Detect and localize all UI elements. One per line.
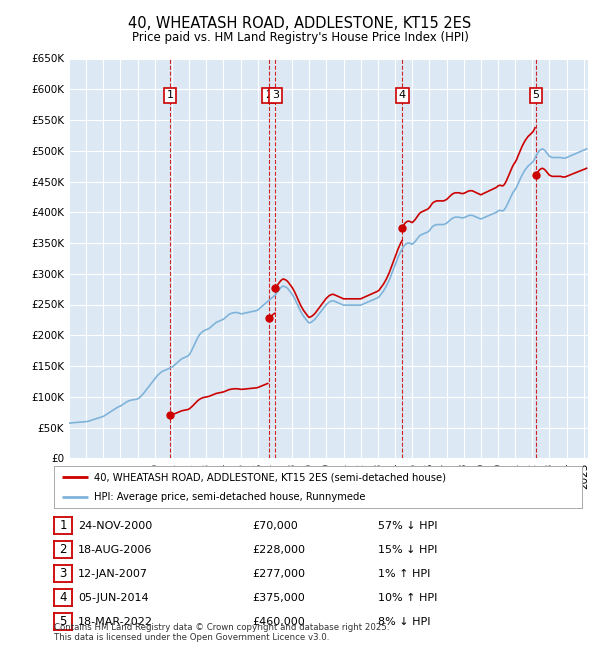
Text: 1: 1: [167, 90, 173, 100]
Text: 3: 3: [272, 90, 279, 100]
Text: 18-AUG-2006: 18-AUG-2006: [78, 545, 152, 554]
Text: 8% ↓ HPI: 8% ↓ HPI: [378, 617, 431, 627]
Text: £277,000: £277,000: [252, 569, 305, 578]
Text: 2: 2: [59, 543, 67, 556]
Text: 3: 3: [59, 567, 67, 580]
Text: 1% ↑ HPI: 1% ↑ HPI: [378, 569, 430, 578]
Text: 5: 5: [59, 615, 67, 628]
Text: HPI: Average price, semi-detached house, Runnymede: HPI: Average price, semi-detached house,…: [94, 492, 365, 502]
Text: 1: 1: [59, 519, 67, 532]
Text: £460,000: £460,000: [252, 617, 305, 627]
Text: Contains HM Land Registry data © Crown copyright and database right 2025.
This d: Contains HM Land Registry data © Crown c…: [54, 623, 389, 642]
Text: 18-MAR-2022: 18-MAR-2022: [78, 617, 153, 627]
Text: 24-NOV-2000: 24-NOV-2000: [78, 521, 152, 530]
Text: 57% ↓ HPI: 57% ↓ HPI: [378, 521, 437, 530]
Text: 4: 4: [399, 90, 406, 100]
Text: 12-JAN-2007: 12-JAN-2007: [78, 569, 148, 578]
Text: £375,000: £375,000: [252, 593, 305, 603]
Text: 2: 2: [265, 90, 272, 100]
Text: 15% ↓ HPI: 15% ↓ HPI: [378, 545, 437, 554]
Text: 4: 4: [59, 592, 67, 604]
Text: 10% ↑ HPI: 10% ↑ HPI: [378, 593, 437, 603]
Text: 40, WHEATASH ROAD, ADDLESTONE, KT15 2ES: 40, WHEATASH ROAD, ADDLESTONE, KT15 2ES: [128, 16, 472, 31]
Text: £228,000: £228,000: [252, 545, 305, 554]
Text: 40, WHEATASH ROAD, ADDLESTONE, KT15 2ES (semi-detached house): 40, WHEATASH ROAD, ADDLESTONE, KT15 2ES …: [94, 473, 446, 482]
Text: £70,000: £70,000: [252, 521, 298, 530]
Text: Price paid vs. HM Land Registry's House Price Index (HPI): Price paid vs. HM Land Registry's House …: [131, 31, 469, 44]
Text: 5: 5: [532, 90, 539, 100]
Text: 05-JUN-2014: 05-JUN-2014: [78, 593, 149, 603]
